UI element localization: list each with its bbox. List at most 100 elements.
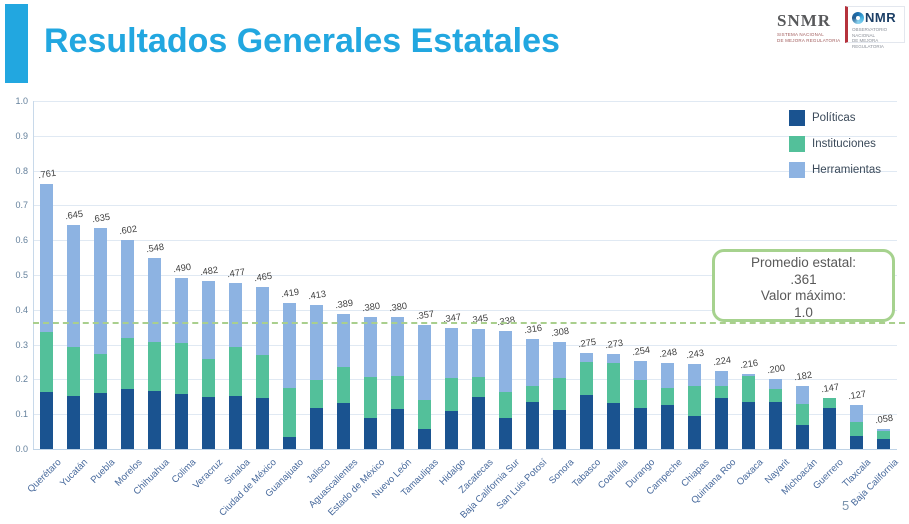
legend-label: Instituciones bbox=[812, 138, 876, 150]
onmr-subtitle-line1: OBSERVATORIO NACIONAL bbox=[852, 27, 888, 38]
bar-segment-políticas bbox=[364, 417, 377, 449]
y-axis-tick-label: 0.7 bbox=[15, 200, 28, 211]
onmr-logo: NMR OBSERVATORIO NACIONAL DE MEJORA REGU… bbox=[845, 6, 905, 49]
y-axis-tick-label: 0.6 bbox=[15, 235, 28, 246]
bar-segment-políticas bbox=[580, 394, 593, 449]
bar-segment-herramientas bbox=[175, 278, 188, 343]
y-axis-tick-label: 0.9 bbox=[15, 130, 28, 141]
y-axis-tick-label: 0.0 bbox=[15, 444, 28, 454]
legend-item-herramientas: Herramientas bbox=[789, 162, 881, 178]
gridline bbox=[33, 275, 897, 276]
bar-segment-herramientas bbox=[94, 228, 107, 354]
bar-segment-herramientas bbox=[121, 239, 134, 339]
bar-segment-políticas bbox=[310, 407, 323, 449]
bar-segment-herramientas bbox=[283, 303, 296, 388]
average-dashed-line bbox=[33, 322, 905, 325]
y-axis-tick-label: 0.2 bbox=[15, 374, 28, 385]
average-annotation-box: Promedio estatal: .361 Valor máximo: 1.0 bbox=[712, 249, 895, 322]
gridline bbox=[33, 135, 897, 137]
bar-segment-instituciones bbox=[742, 375, 755, 403]
x-axis-label: Oaxaca bbox=[734, 457, 766, 488]
x-axis-label: San Luis Potosí bbox=[494, 457, 550, 512]
title-accent-bar bbox=[5, 4, 28, 83]
bar-segment-políticas bbox=[877, 438, 890, 449]
bar-segment-herramientas bbox=[580, 353, 593, 363]
bar-segment-políticas bbox=[121, 388, 134, 449]
snmr-subtitle-line2: DE MEJORA REGULATORIA bbox=[777, 37, 841, 43]
x-axis-label: Yucatán bbox=[58, 457, 91, 490]
y-axis-line bbox=[33, 101, 34, 449]
bar-segment-herramientas bbox=[526, 339, 539, 386]
bar-segment-políticas bbox=[796, 424, 809, 449]
snmr-logo: SNMR SISTEMA NACIONAL DE MEJORA REGULATO… bbox=[777, 11, 841, 43]
bar-segment-herramientas bbox=[634, 360, 647, 380]
bar-segment-instituciones bbox=[715, 385, 728, 398]
gridline bbox=[33, 309, 897, 311]
onmr-logo-subtitle: OBSERVATORIO NACIONAL DE MEJORA REGULATO… bbox=[852, 27, 904, 49]
bar-segment-instituciones bbox=[202, 358, 215, 397]
bar-segment-herramientas bbox=[364, 316, 377, 377]
bar-segment-herramientas bbox=[499, 331, 512, 392]
bar-segment-políticas bbox=[715, 397, 728, 449]
bar-segment-instituciones bbox=[688, 386, 701, 416]
y-axis-tick-label: 0.5 bbox=[15, 270, 28, 280]
bar-segment-políticas bbox=[688, 415, 701, 449]
bar-segment-políticas bbox=[769, 402, 782, 449]
bar-segment-herramientas bbox=[229, 283, 242, 348]
bar-segment-instituciones bbox=[769, 389, 782, 403]
bar-segment-políticas bbox=[607, 402, 620, 449]
bar-segment-instituciones bbox=[823, 397, 836, 408]
bar-segment-políticas bbox=[661, 404, 674, 449]
legend-item-instituciones: Instituciones bbox=[789, 136, 881, 152]
bar-segment-políticas bbox=[445, 410, 458, 449]
bar-segment-políticas bbox=[553, 409, 566, 449]
bar-segment-instituciones bbox=[499, 391, 512, 418]
bar-segment-instituciones bbox=[67, 347, 80, 396]
bar-segment-instituciones bbox=[283, 387, 296, 437]
gridline bbox=[33, 205, 897, 207]
bar-value-label: .761 bbox=[36, 167, 57, 181]
onmr-logo-text: NMR bbox=[865, 10, 897, 25]
chart-legend: Políticas Instituciones Herramientas bbox=[789, 110, 881, 188]
bar-segment-herramientas bbox=[337, 313, 350, 367]
bar-segment-instituciones bbox=[796, 403, 809, 425]
bar-segment-políticas bbox=[202, 396, 215, 449]
bar-segment-instituciones bbox=[364, 376, 377, 418]
bar-segment-herramientas bbox=[418, 324, 431, 400]
snmr-logo-subtitle: SISTEMA NACIONAL DE MEJORA REGULATORIA bbox=[777, 32, 841, 43]
bar-segment-herramientas bbox=[148, 258, 161, 343]
bar-segment-herramientas bbox=[742, 373, 755, 376]
bar-segment-políticas bbox=[94, 392, 107, 449]
bar-segment-herramientas bbox=[796, 385, 809, 404]
bar-segment-instituciones bbox=[472, 376, 485, 397]
bar-segment-instituciones bbox=[94, 353, 107, 393]
bar-segment-instituciones bbox=[634, 379, 647, 408]
bar-segment-instituciones bbox=[553, 377, 566, 410]
bar-segment-herramientas bbox=[715, 371, 728, 386]
y-axis-tick-label: 0.8 bbox=[15, 165, 28, 176]
bar-segment-instituciones bbox=[121, 338, 134, 389]
bar-segment-instituciones bbox=[256, 355, 269, 398]
bar-segment-instituciones bbox=[418, 399, 431, 429]
bar-segment-políticas bbox=[418, 428, 431, 449]
bar-segment-herramientas bbox=[445, 328, 458, 378]
bar-segment-políticas bbox=[823, 407, 836, 449]
onmr-logo-row: NMR bbox=[852, 10, 904, 25]
onmr-subtitle-line2: DE MEJORA REGULATORIA bbox=[852, 38, 884, 49]
bar-segment-políticas bbox=[148, 390, 161, 449]
onmr-swirl-icon bbox=[852, 11, 864, 24]
y-axis-tick-label: 0.4 bbox=[15, 304, 28, 315]
gridline bbox=[33, 170, 897, 172]
legend-swatch-icon bbox=[789, 136, 805, 152]
bar-segment-políticas bbox=[634, 407, 647, 449]
y-axis-tick-label: 1.0 bbox=[15, 96, 28, 106]
bar-segment-herramientas bbox=[67, 224, 80, 348]
gridline bbox=[33, 344, 897, 346]
annotation-line-4: 1.0 bbox=[794, 304, 813, 320]
bar-segment-políticas bbox=[526, 401, 539, 449]
x-axis-label: Querétaro bbox=[25, 457, 64, 496]
legend-label: Herramientas bbox=[812, 164, 882, 176]
bar-segment-instituciones bbox=[607, 363, 620, 403]
bar-segment-herramientas bbox=[553, 341, 566, 378]
